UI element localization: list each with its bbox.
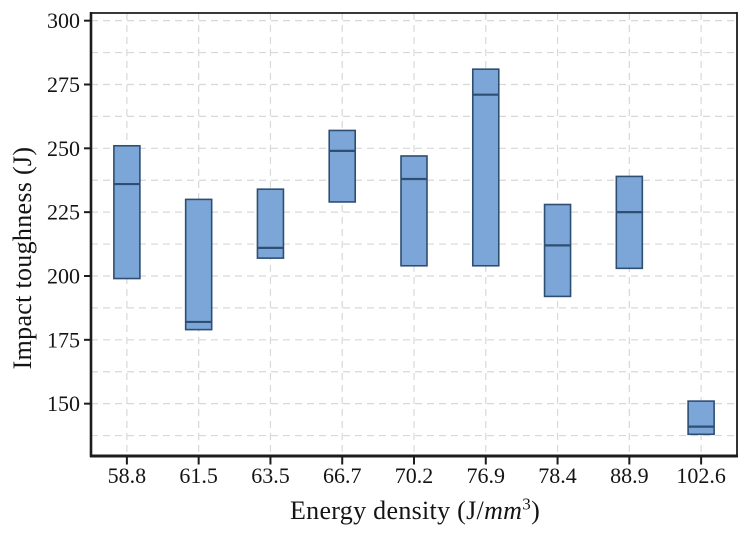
box (400, 155, 428, 267)
x-tick-label: 66.7 (323, 463, 362, 488)
x-axis-title: Energy density (J/mm3) (289, 494, 541, 526)
y-tick-label: 200 (47, 263, 80, 288)
y-axis-title: Impact toughness (J) (8, 146, 37, 370)
x-axis-title-unit-italic: mm (484, 496, 523, 525)
y-tick-label: 150 (47, 391, 80, 416)
y-tick-label: 300 (47, 8, 80, 33)
x-axis-title-close-paren: ) (531, 496, 541, 525)
box (328, 129, 357, 203)
box (184, 198, 213, 331)
box (615, 175, 644, 270)
box (113, 144, 141, 280)
y-tick-label: 250 (47, 136, 80, 161)
x-tick-label: 88.9 (610, 463, 649, 488)
x-tick-label: 70.2 (395, 463, 434, 488)
x-tick-label: 61.5 (179, 463, 218, 488)
x-tick-label: 78.4 (538, 463, 577, 488)
y-tick-label: 175 (47, 327, 80, 352)
y-tick-label: 225 (47, 200, 80, 225)
x-tick-label: 76.9 (467, 463, 506, 488)
box (543, 203, 572, 298)
x-axis-title-text: Energy density (J/ (289, 496, 485, 525)
x-axis-title-superscript: 3 (522, 494, 532, 514)
box (256, 188, 285, 259)
box (471, 68, 500, 267)
y-tick-label: 275 (47, 72, 80, 97)
x-tick-label: 102.6 (676, 463, 726, 488)
box (687, 400, 715, 436)
x-tick-label: 63.5 (251, 463, 290, 488)
x-tick-label: 58.8 (108, 463, 147, 488)
